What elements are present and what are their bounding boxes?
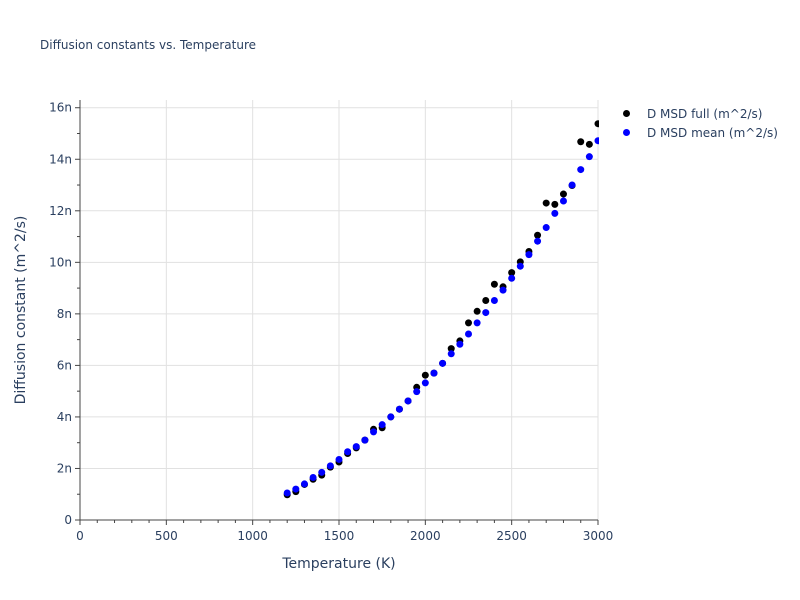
y-tick-label: 16n (49, 101, 72, 115)
y-tick-label: 2n (57, 461, 72, 475)
point-mean[interactable] (516, 262, 524, 270)
point-mean[interactable] (404, 397, 412, 405)
point-mean[interactable] (585, 153, 593, 161)
y-tick-label: 10n (49, 255, 72, 269)
legend-item-mean[interactable]: D MSD mean (m^2/s) (614, 123, 778, 142)
point-mean[interactable] (309, 473, 317, 481)
point-mean[interactable] (482, 309, 490, 317)
point-mean[interactable] (439, 359, 447, 367)
legend-marker-full (623, 110, 630, 117)
point-mean[interactable] (344, 448, 352, 456)
y-tick-label: 14n (49, 152, 72, 166)
y-tick-label: 6n (57, 358, 72, 372)
point-mean[interactable] (577, 166, 585, 174)
point-mean[interactable] (568, 181, 576, 189)
point-mean[interactable] (594, 137, 602, 145)
point-mean[interactable] (352, 443, 360, 451)
legend-marker-mean (623, 129, 630, 136)
point-full[interactable] (585, 140, 593, 148)
y-tick-label: 12n (49, 204, 72, 218)
point-mean[interactable] (292, 485, 300, 493)
legend: D MSD full (m^2/s) D MSD mean (m^2/s) (614, 104, 778, 142)
point-full[interactable] (447, 345, 455, 353)
points-layer (283, 120, 602, 499)
x-tick-label: 2500 (496, 529, 527, 543)
point-full[interactable] (577, 138, 585, 146)
chart-title: Diffusion constants vs. Temperature (40, 38, 257, 52)
point-full[interactable] (559, 190, 567, 198)
point-full[interactable] (482, 296, 490, 304)
axis-layer: 0 500 1000 1500 2000 2500 3000 0 2n 4n 6n 8n 10n 12n 1… (49, 100, 613, 543)
point-mean[interactable] (361, 436, 369, 444)
point-mean[interactable] (456, 340, 464, 348)
point-mean[interactable] (508, 274, 516, 282)
point-full[interactable] (490, 280, 498, 288)
point-full[interactable] (508, 269, 516, 277)
point-full[interactable] (473, 307, 481, 315)
point-full[interactable] (594, 120, 602, 128)
point-mean[interactable] (534, 237, 542, 245)
point-mean[interactable] (387, 413, 395, 421)
x-axis-title: Temperature (K) (281, 556, 395, 572)
x-tick-label: 1000 (237, 529, 268, 543)
point-mean[interactable] (413, 388, 421, 396)
point-mean[interactable] (378, 421, 386, 429)
point-full[interactable] (534, 231, 542, 239)
y-axis-title: Diffusion constant (m^2/s) (13, 216, 29, 405)
x-tick-label: 1500 (324, 529, 355, 543)
point-mean[interactable] (490, 296, 498, 304)
point-mean[interactable] (395, 405, 403, 413)
legend-label-mean: D MSD mean (m^2/s) (647, 125, 778, 140)
y-tick-label: 8n (57, 307, 72, 321)
point-mean[interactable] (525, 251, 533, 259)
grid-layer (80, 100, 599, 520)
legend-label-full: D MSD full (m^2/s) (647, 106, 763, 121)
y-tick-label: 4n (57, 410, 72, 424)
point-mean[interactable] (300, 480, 308, 488)
point-mean[interactable] (447, 350, 455, 358)
point-mean[interactable] (421, 379, 429, 387)
x-tick-label: 0 (76, 529, 84, 543)
point-mean[interactable] (335, 455, 343, 463)
point-mean[interactable] (283, 489, 291, 497)
point-full[interactable] (542, 199, 550, 207)
point-full[interactable] (465, 319, 472, 327)
x-tick-label: 2000 (410, 529, 441, 543)
point-mean[interactable] (542, 224, 550, 232)
point-mean[interactable] (430, 369, 438, 377)
point-mean[interactable] (499, 286, 507, 294)
y-tick-label: 0 (64, 513, 72, 527)
point-mean[interactable] (326, 462, 334, 470)
point-mean[interactable] (551, 209, 559, 217)
point-mean[interactable] (318, 468, 326, 476)
point-mean[interactable] (370, 428, 378, 436)
point-full[interactable] (551, 200, 559, 208)
point-full[interactable] (421, 371, 429, 379)
point-mean[interactable] (473, 319, 481, 327)
x-tick-label: 3000 (583, 529, 614, 543)
point-mean[interactable] (465, 330, 472, 338)
point-mean[interactable] (559, 197, 567, 205)
legend-item-full[interactable]: D MSD full (m^2/s) (614, 104, 778, 123)
x-tick-label: 500 (155, 529, 178, 543)
